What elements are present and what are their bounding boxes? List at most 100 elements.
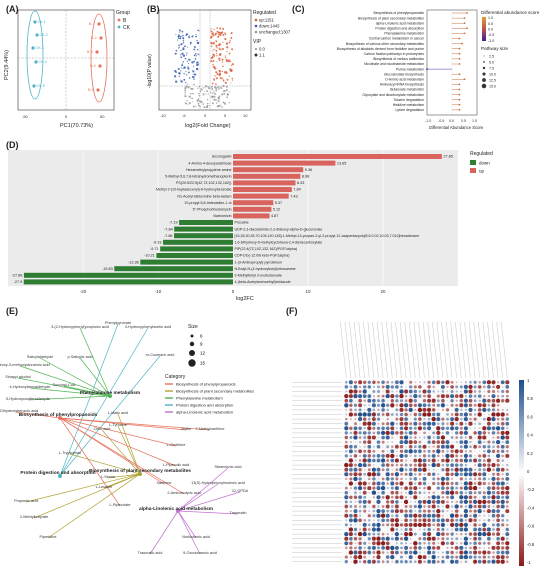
heatmap-dot [445, 394, 450, 398]
heatmap-dot [362, 531, 367, 537]
heatmap-dot [486, 490, 492, 495]
heatmap-dot [381, 536, 385, 541]
volcano-point [182, 54, 186, 57]
volcano-point [222, 27, 225, 31]
volcano-point [222, 41, 224, 43]
heatmap-dot [403, 531, 409, 537]
volcano-point [196, 61, 199, 64]
heatmap-dot [473, 504, 477, 509]
heatmap-dot [354, 463, 357, 467]
heatmap-dot [428, 482, 431, 485]
volcano-point [185, 71, 187, 73]
network-edge [33, 473, 141, 519]
svg-text:-0.5: -0.5 [438, 119, 444, 123]
heatmap-dot [436, 477, 440, 481]
heatmap-dot [426, 407, 432, 413]
pca-xlabel: PC1(70.73%) [60, 123, 93, 129]
da-pathway-label: Glyoxylate and dicarboxylate metabolism [362, 93, 424, 97]
heatmap-dot [486, 426, 491, 431]
heatmap-dot [450, 532, 454, 536]
volcano-point [196, 63, 199, 67]
heatmap-dot [372, 464, 375, 467]
heatmap-dot [463, 513, 469, 518]
heatmap-dot [463, 485, 469, 491]
heatmap-dot [486, 458, 491, 463]
da-legend2-title: Pathway size [481, 46, 509, 51]
heatmap-dot [427, 394, 431, 398]
volcano-point [191, 61, 194, 64]
heatmap-col-label [432, 321, 439, 379]
heatmap-dot [459, 399, 463, 403]
volcano-point [186, 33, 188, 35]
heatmap-dot [423, 486, 426, 490]
network-node-label: 2,3-Dihydroxybenzoic acid [0, 409, 38, 413]
heatmap-dot [386, 459, 390, 462]
heatmap-dot [390, 449, 395, 454]
network-hub-label: Biosynthesis of plant secondary metaboli… [89, 468, 191, 474]
volcano-point [223, 92, 226, 95]
heatmap-dot [432, 449, 436, 453]
heatmap-dot [367, 407, 372, 412]
volcano-point [192, 65, 195, 68]
pca-label-ck: CK-4 [39, 60, 47, 64]
heatmap-dot [357, 531, 363, 537]
heatmap-dot [491, 499, 496, 505]
volcano-point [213, 48, 215, 51]
heatmap-dot [367, 472, 372, 477]
heatmap-dot [496, 545, 501, 550]
heatmap-dot [473, 413, 477, 416]
heatmap-dot [487, 555, 491, 559]
heatmap-dot [391, 533, 394, 536]
heatmap-dot [409, 436, 413, 439]
heatmap-dot [478, 477, 482, 481]
svg-text:0.0: 0.0 [449, 119, 454, 123]
category-legend-title: Category [165, 374, 186, 380]
heatmap-dot [367, 435, 372, 440]
heatmap-dot [432, 445, 435, 448]
heatmap-dot [437, 386, 440, 388]
volcano-point [204, 85, 207, 88]
volcano-point [178, 29, 181, 32]
heatmap-dot [348, 389, 354, 394]
volcano-point [219, 31, 222, 35]
heatmap-dot [363, 486, 367, 490]
heatmap-dot [344, 531, 349, 537]
heatmap-dot [473, 482, 477, 485]
heatmap-dot [386, 422, 390, 426]
heatmap-dot [501, 464, 504, 467]
heatmap-dot [354, 417, 357, 421]
volcano-point [185, 85, 188, 88]
heatmap-dot [445, 555, 450, 559]
heatmap-dot [404, 417, 408, 421]
volcano-point [181, 30, 184, 33]
heatmap-dot [496, 555, 501, 560]
heatmap-dot [350, 560, 352, 563]
heatmap-dot [482, 444, 487, 449]
da-point [463, 32, 466, 35]
heatmap-dot [478, 445, 482, 449]
heatmap-dot [405, 381, 407, 384]
heatmap-dot [363, 509, 367, 513]
heatmap-dot [463, 554, 469, 560]
heatmap-dot [362, 481, 367, 486]
heatmap-dot [422, 499, 427, 504]
heatmap-dot [363, 537, 366, 540]
svg-text:-50: -50 [22, 114, 29, 119]
volcano-point [228, 75, 230, 77]
heatmap-dot [431, 421, 436, 426]
heatmap-dot [381, 518, 385, 523]
heatmap-dot [451, 431, 454, 434]
volcano-point [218, 59, 221, 62]
heatmap-dot [445, 477, 450, 481]
volcano-point [222, 84, 225, 88]
heatmap-dot [408, 509, 413, 513]
heatmap-dot [367, 463, 371, 467]
volcano-point [197, 87, 199, 90]
volcano-point [198, 92, 200, 95]
heatmap-dot [450, 500, 454, 504]
heatmap-dot [349, 418, 352, 421]
volcano-point [215, 83, 217, 85]
heatmap-dot [441, 422, 445, 426]
volcano-point [224, 33, 227, 36]
heatmap-dot [385, 412, 390, 417]
